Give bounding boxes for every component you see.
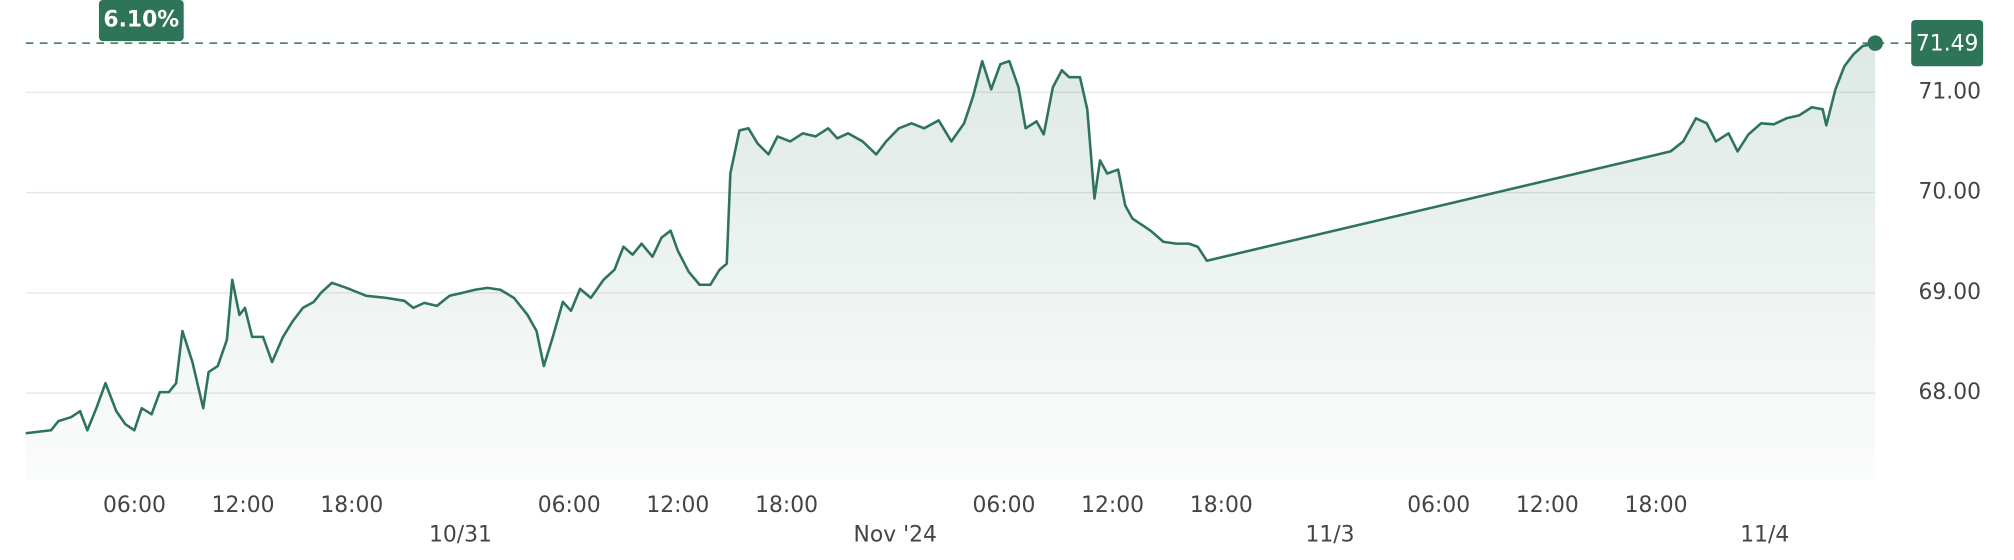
x-tick-label: 12:00: [212, 493, 275, 518]
x-tick-label: 12:00: [1081, 493, 1144, 518]
y-tick-label: 68.00: [1919, 380, 1982, 405]
x-tick-label: 06:00: [538, 493, 601, 518]
x-tick-label: 18:00: [320, 493, 383, 518]
y-tick-label: 69.00: [1919, 280, 1982, 305]
price-badge-text: 71.49: [1916, 31, 1979, 56]
x-date-label: 10/31: [429, 523, 492, 548]
price-area: [25, 43, 1876, 481]
x-tick-label: 06:00: [103, 493, 166, 518]
x-tick-label: 12:00: [1516, 493, 1579, 518]
change-badge: [98, 0, 184, 42]
x-tick-label: 12:00: [646, 493, 709, 518]
price-line: [25, 41, 1876, 435]
x-tick-label: 18:00: [755, 493, 818, 518]
y-tick-label: 70.00: [1919, 180, 1982, 205]
x-tick-label: 18:00: [1625, 493, 1688, 518]
x-tick-label: 06:00: [972, 493, 1035, 518]
price-badge: [1911, 20, 1984, 67]
change-badge-text: 6.10%: [103, 8, 179, 33]
y-tick-label: 71.00: [1919, 79, 1982, 104]
x-tick-label: 06:00: [1407, 493, 1470, 518]
x-date-label: 11/3: [1305, 523, 1354, 548]
last-point: [1867, 35, 1883, 51]
x-date-label: 11/4: [1740, 523, 1789, 548]
x-tick-label: 18:00: [1190, 493, 1253, 518]
x-date-label: Nov '24: [854, 523, 937, 548]
